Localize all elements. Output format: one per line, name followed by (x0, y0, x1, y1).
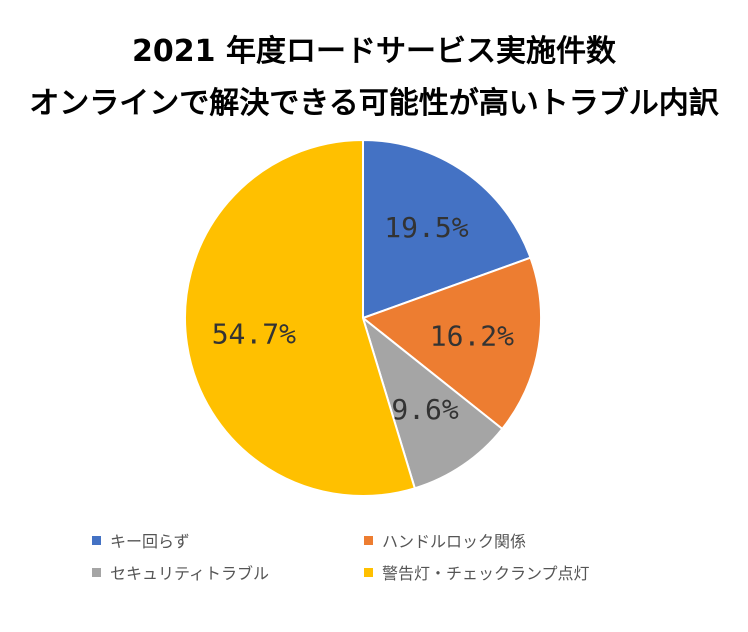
legend-item-warning-light: 警告灯・チェックランプ点灯 (364, 560, 590, 584)
chart-subtitle: オンラインで解決できる可能性が高いトラブル内訳 (29, 86, 719, 121)
legend-label-key: キー回らず (110, 532, 190, 551)
legend-swatch-warning-light (364, 567, 373, 577)
pie-slice-warning-light (184, 139, 416, 497)
pie-slice-key (362, 139, 532, 319)
data-label-security: 9.6% (391, 393, 459, 426)
legend-label-security: セキュリティトラブル (110, 564, 270, 583)
legend-swatch-security (92, 567, 101, 577)
data-label-key: 19.5% (384, 211, 468, 244)
legend-item-security: セキュリティトラブル (92, 560, 269, 584)
legend-item-key: キー回らず (92, 528, 190, 552)
legend-swatch-key (92, 535, 101, 545)
data-label-warning-light: 54.7% (212, 318, 296, 351)
data-label-handle-lock: 16.2% (430, 319, 514, 352)
legend-swatch-handle-lock (364, 535, 373, 545)
legend-label-handle-lock: ハンドルロック関係 (382, 532, 527, 551)
chart-title-block: 2021 年度ロードサービス実施件数 オンラインで解決できる可能性が高いトラブル… (0, 26, 748, 130)
pie-slice-handle-lock (362, 256, 542, 430)
pie-slice-security (362, 317, 504, 490)
legend-label-warning-light: 警告灯・チェックランプ点灯 (382, 564, 590, 583)
legend-item-handle-lock: ハンドルロック関係 (364, 528, 526, 552)
chart-title: 2021 年度ロードサービス実施件数 (132, 34, 616, 69)
